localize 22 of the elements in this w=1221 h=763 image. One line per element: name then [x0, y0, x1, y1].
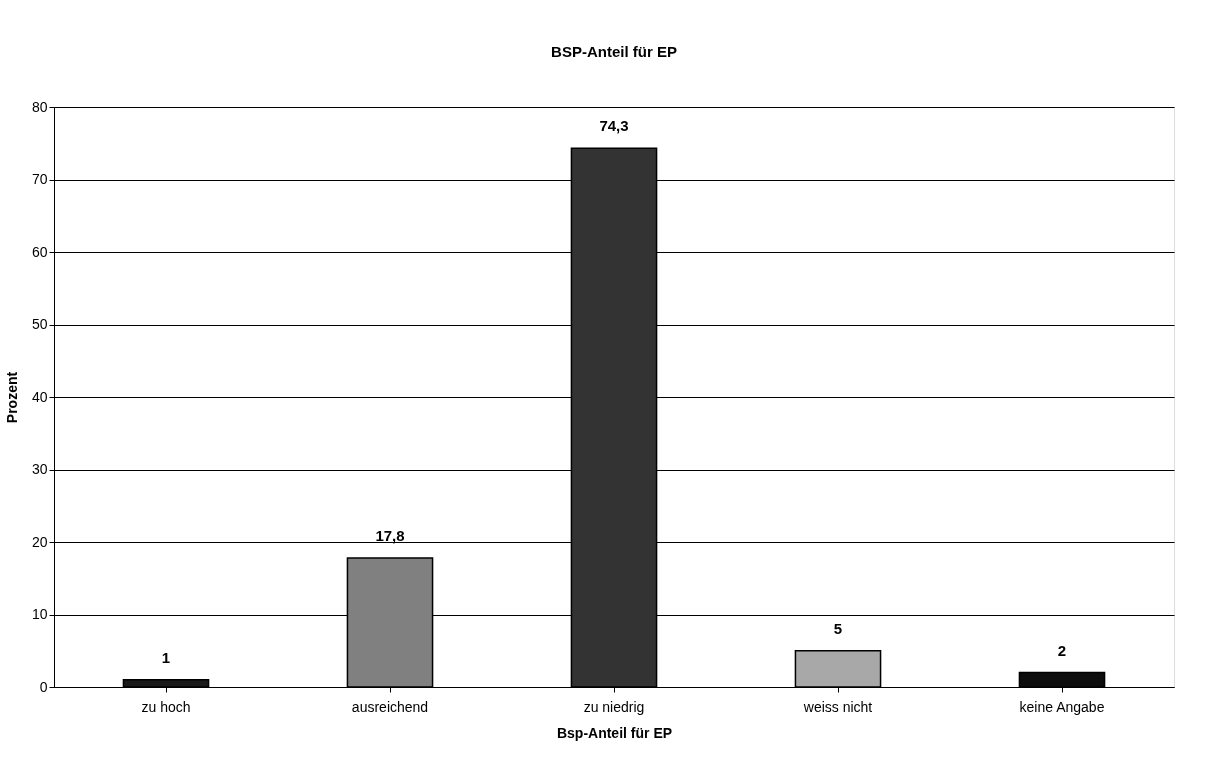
data-label: 1 — [161, 648, 171, 666]
x-tick-label: zu hoch — [141, 698, 191, 715]
data-label: 2 — [1057, 641, 1067, 659]
y-tick-label: 50 — [31, 316, 48, 332]
y-tick-label: 70 — [31, 171, 48, 187]
data-label: 5 — [833, 619, 843, 637]
x-axis-title: Bsp-Anteil für EP — [556, 724, 673, 741]
y-tick-label: 80 — [31, 98, 48, 115]
y-tick-label: 40 — [31, 388, 48, 405]
x-tick-label: keine Angabe — [1019, 698, 1105, 715]
chart-title: BSP-Anteil für EP — [551, 43, 677, 60]
y-tick-label: 0 — [39, 678, 48, 695]
y-tick-label: 10 — [31, 606, 48, 622]
y-tick-label: 30 — [31, 461, 48, 477]
y-tick-label: 20 — [31, 533, 48, 550]
data-label: 74,3 — [599, 117, 629, 135]
x-tick-label: weiss nicht — [802, 698, 873, 715]
y-axis-title: Prozent — [3, 371, 20, 424]
data-label: 17,8 — [375, 526, 405, 544]
x-tick-label: zu niedrig — [583, 698, 645, 715]
x-tick-label: ausreichend — [351, 698, 429, 715]
y-tick-label: 60 — [31, 243, 48, 260]
